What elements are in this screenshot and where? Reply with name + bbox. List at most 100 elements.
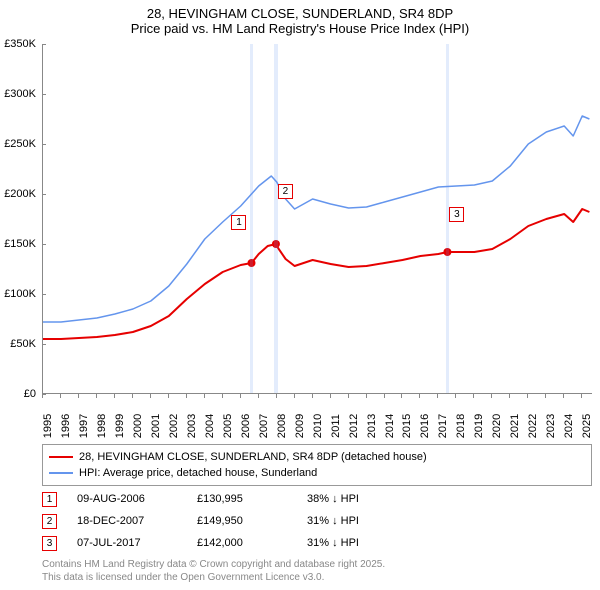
event-price: £149,950	[197, 515, 307, 527]
event-row: 218-DEC-2007£149,95031% ↓ HPI	[42, 510, 417, 532]
x-tick-mark	[276, 394, 277, 398]
legend-swatch	[49, 456, 73, 458]
x-tick-label: 2008	[276, 414, 288, 438]
x-tick-mark	[240, 394, 241, 398]
event-hpi-delta: 31% ↓ HPI	[307, 515, 417, 527]
events-table: 1 09-AUG-2006£130,99538% ↓ HPI 218-DEC-200…	[42, 488, 417, 554]
event-number-box: 1	[42, 492, 57, 507]
x-tick-label: 2019	[473, 414, 485, 438]
x-tick-label: 2012	[348, 414, 360, 438]
x-tick-label: 1995	[42, 414, 54, 438]
y-tick-label: £100K	[4, 288, 36, 300]
y-tick-label: £200K	[4, 188, 36, 200]
y-tick-mark	[42, 394, 46, 395]
x-tick-label: 1996	[60, 414, 72, 438]
chart-svg	[43, 44, 592, 393]
x-tick-label: 1997	[78, 414, 90, 438]
legend-label: 28, HEVINGHAM CLOSE, SUNDERLAND, SR4 8DP…	[79, 451, 427, 463]
x-tick-mark	[348, 394, 349, 398]
x-tick-mark	[437, 394, 438, 398]
x-tick-label: 2013	[366, 414, 378, 438]
y-tick-mark	[42, 44, 46, 45]
x-tick-mark	[78, 394, 79, 398]
y-tick-mark	[42, 294, 46, 295]
x-tick-label: 2014	[384, 414, 396, 438]
event-row: 1 09-AUG-2006£130,99538% ↓ HPI	[42, 488, 417, 510]
x-tick-label: 2004	[204, 414, 216, 438]
x-tick-mark	[132, 394, 133, 398]
y-tick-mark	[42, 194, 46, 195]
y-tick-label: £0	[24, 388, 36, 400]
x-tick-label: 2005	[222, 414, 234, 438]
footer-attribution: Contains HM Land Registry data © Crown c…	[42, 558, 385, 584]
event-price: £130,995	[197, 493, 307, 505]
x-tick-label: 2016	[419, 414, 431, 438]
x-tick-label: 2023	[545, 414, 557, 438]
x-tick-mark	[581, 394, 582, 398]
y-tick-label: £250K	[4, 138, 36, 150]
y-tick-mark	[42, 244, 46, 245]
x-tick-label: 2018	[455, 414, 467, 438]
legend-row: 28, HEVINGHAM CLOSE, SUNDERLAND, SR4 8DP…	[49, 449, 585, 465]
highlight-band	[274, 44, 278, 393]
event-number-box: 3	[42, 536, 57, 551]
x-tick-mark	[60, 394, 61, 398]
legend-row: HPI: Average price, detached house, Sund…	[49, 465, 585, 481]
x-tick-label: 2001	[150, 414, 162, 438]
footer-line-1: Contains HM Land Registry data © Crown c…	[42, 558, 385, 571]
x-tick-mark	[384, 394, 385, 398]
event-hpi-delta: 31% ↓ HPI	[307, 537, 417, 549]
x-tick-mark	[204, 394, 205, 398]
event-date: 09-AUG-2006	[77, 493, 197, 505]
x-tick-mark	[473, 394, 474, 398]
event-row: 3 07-JUL-2017£142,00031% ↓ HPI	[42, 532, 417, 554]
legend-label: HPI: Average price, detached house, Sund…	[79, 467, 317, 479]
x-tick-mark	[455, 394, 456, 398]
x-tick-mark	[294, 394, 295, 398]
y-tick-label: £300K	[4, 88, 36, 100]
x-tick-label: 2024	[563, 414, 575, 438]
x-tick-label: 2020	[491, 414, 503, 438]
y-tick-label: £150K	[4, 238, 36, 250]
series-line	[43, 209, 589, 339]
series-line	[43, 116, 589, 322]
x-tick-label: 2025	[581, 414, 593, 438]
x-tick-label: 2011	[330, 414, 342, 438]
event-marker-label: 2	[278, 184, 293, 199]
x-tick-label: 2015	[401, 414, 413, 438]
event-price: £142,000	[197, 537, 307, 549]
event-date: 18-DEC-2007	[77, 515, 197, 527]
x-tick-mark	[114, 394, 115, 398]
x-tick-label: 2003	[186, 414, 198, 438]
x-tick-label: 1998	[96, 414, 108, 438]
y-tick-label: £50K	[10, 338, 36, 350]
x-tick-mark	[545, 394, 546, 398]
footer-line-2: This data is licensed under the Open Gov…	[42, 571, 385, 584]
event-date: 07-JUL-2017	[77, 537, 197, 549]
y-tick-mark	[42, 344, 46, 345]
x-tick-label: 2010	[312, 414, 324, 438]
highlight-band	[250, 44, 254, 393]
x-tick-label: 2022	[527, 414, 539, 438]
x-axis-ticks: 1995199619971998199920002001200220032004…	[42, 394, 592, 444]
y-tick-mark	[42, 144, 46, 145]
title-main: 28, HEVINGHAM CLOSE, SUNDERLAND, SR4 8DP	[0, 6, 600, 21]
y-tick-label: £350K	[4, 38, 36, 50]
x-tick-label: 2021	[509, 414, 521, 438]
event-marker-label: 3	[449, 207, 464, 222]
title-sub: Price paid vs. HM Land Registry's House …	[0, 21, 600, 36]
x-tick-mark	[527, 394, 528, 398]
x-tick-mark	[222, 394, 223, 398]
event-marker-label: 1	[231, 215, 246, 230]
x-tick-mark	[419, 394, 420, 398]
x-tick-mark	[563, 394, 564, 398]
x-tick-label: 2006	[240, 414, 252, 438]
chart-legend: 28, HEVINGHAM CLOSE, SUNDERLAND, SR4 8DP…	[42, 444, 592, 486]
x-tick-mark	[366, 394, 367, 398]
x-tick-mark	[168, 394, 169, 398]
y-axis-ticks: £0£50K£100K£150K£200K£250K£300K£350K	[0, 44, 40, 394]
x-tick-mark	[312, 394, 313, 398]
x-tick-mark	[186, 394, 187, 398]
event-hpi-delta: 38% ↓ HPI	[307, 493, 417, 505]
x-tick-label: 2017	[437, 414, 449, 438]
